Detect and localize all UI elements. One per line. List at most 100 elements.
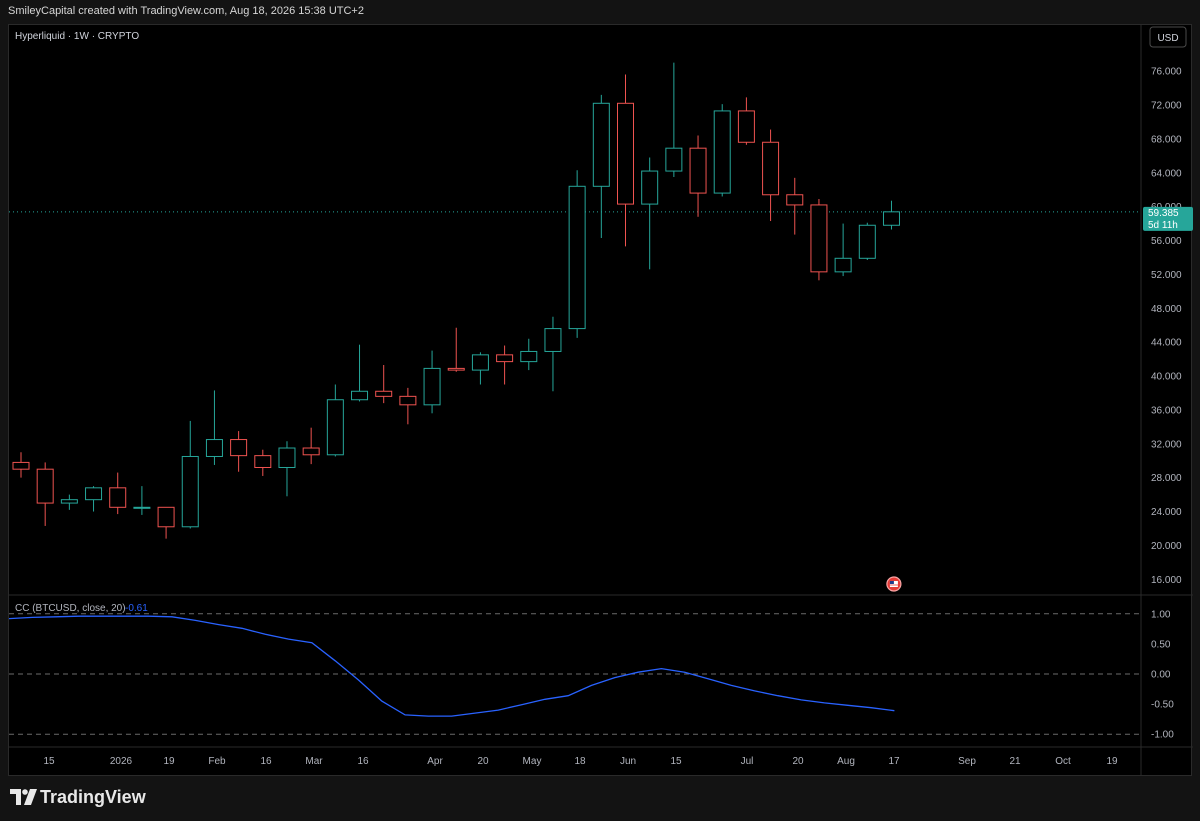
time-tick-label: 15 (43, 756, 55, 767)
price-tick-label: 68.000 (1151, 134, 1182, 145)
candle-body (181, 455, 199, 528)
time-tick-label: Jun (620, 756, 636, 767)
candle-body (834, 257, 852, 273)
candle-body (689, 147, 707, 194)
time-tick-label: Jul (741, 756, 754, 767)
tradingview-logo-text: TradingView (40, 787, 146, 807)
candle-body (60, 499, 78, 504)
candle-body (665, 147, 683, 172)
time-tick-label: 16 (260, 756, 272, 767)
time-tick-label: 19 (1106, 756, 1118, 767)
candle-body (471, 354, 489, 371)
candle-body (205, 439, 223, 457)
time-tick-label: 2026 (110, 756, 133, 767)
indicator-tick-label: 0.50 (1151, 639, 1171, 650)
candle-series (12, 62, 900, 539)
candle-body (423, 367, 441, 406)
time-tick-label: 20 (477, 756, 489, 767)
price-tick-label: 20.000 (1151, 541, 1182, 552)
time-tick-label: 20 (792, 756, 804, 767)
chart-canvas[interactable]: 16.000 20.000 24.000 28.000 32.000 36.000 40.0… (8, 25, 1193, 777)
price-tick-label: 40.000 (1151, 372, 1182, 383)
indicator-tick-label: 1.00 (1151, 609, 1171, 620)
time-tick-label: 16 (357, 756, 369, 767)
price-tick-label: 76.000 (1151, 67, 1182, 78)
event-flag-icon[interactable] (886, 576, 902, 592)
time-tick-label: 19 (163, 756, 175, 767)
candle-body (544, 328, 562, 352)
candle-body (12, 461, 30, 470)
candle-body (713, 110, 731, 194)
candle-body (737, 110, 755, 143)
time-axis: 15 2026 19 Feb 16 Mar 16 Apr 20 May 18 Jun 15 Jul 20 Au… (43, 756, 1118, 767)
candle-body (278, 447, 296, 468)
candle-body (641, 170, 659, 205)
time-tick-label: 15 (670, 756, 682, 767)
currency-button-label[interactable]: USD (1157, 33, 1178, 44)
candle-body (399, 395, 417, 406)
candle-body (133, 506, 151, 509)
price-tick-label: 56.000 (1151, 236, 1182, 247)
price-tick-label: 48.000 (1151, 304, 1182, 315)
indicator-axis: 1.00 0.50 0.00 -0.50 -1.00 (1151, 609, 1174, 740)
indicator-tick-label: -1.00 (1151, 730, 1174, 741)
candle-body (254, 455, 272, 468)
price-tick-label: 36.000 (1151, 405, 1182, 416)
branding-bar: TradingView (0, 776, 1200, 821)
candle-body (882, 211, 900, 226)
candle-body (592, 102, 610, 187)
candle-body (351, 390, 369, 401)
symbol-label: Hyperliquid · 1W · CRYPTO (15, 31, 139, 42)
currency-button[interactable]: USD (1149, 26, 1187, 48)
tradingview-logo-icon (10, 789, 37, 805)
indicator-title: CC (BTCUSD, close, 20) (15, 603, 126, 614)
current-price-label: 59.385 (1148, 208, 1179, 219)
candle-body (762, 141, 780, 196)
attribution-text: SmileyCapital created with TradingView.c… (8, 5, 364, 17)
price-tick-label: 28.000 (1151, 473, 1182, 484)
candle-body (36, 468, 54, 504)
indicator-line (8, 615, 895, 717)
candle-body (375, 390, 393, 397)
countdown-label: 5d 11h (1148, 220, 1178, 231)
price-tick-label: 44.000 (1151, 338, 1182, 349)
candle-body (302, 447, 320, 456)
time-tick-label: 17 (888, 756, 900, 767)
price-tick-label: 32.000 (1151, 439, 1182, 450)
indicator-levels (9, 613, 1141, 735)
candle-body (157, 506, 175, 528)
candle-body (326, 399, 344, 456)
candle-body (786, 194, 804, 206)
time-tick-label: Feb (208, 756, 226, 767)
candle-body (520, 350, 538, 363)
time-tick-label: Apr (427, 756, 443, 767)
price-tick-label: 16.000 (1151, 575, 1182, 586)
candle-body (447, 367, 465, 371)
candle-body (85, 487, 103, 501)
chart-panel[interactable]: 16.000 20.000 24.000 28.000 32.000 36.000 40.0… (8, 24, 1193, 777)
indicator-tick-label: -0.50 (1151, 700, 1174, 711)
indicator-value: -0.61 (125, 603, 148, 614)
price-tick-label: 64.000 (1151, 168, 1182, 179)
indicator-tick-label: 0.00 (1151, 670, 1171, 681)
time-tick-label: Aug (837, 756, 855, 767)
candle-body (230, 439, 248, 457)
time-tick-label: Mar (305, 756, 323, 767)
candle-body (810, 204, 828, 273)
candle-body (109, 487, 127, 508)
price-axis: 16.000 20.000 24.000 28.000 32.000 36.000 40.0… (1151, 67, 1182, 586)
time-tick-label: Sep (958, 756, 976, 767)
candle-body (568, 185, 586, 330)
candle-body (858, 224, 876, 259)
time-tick-label: May (523, 756, 542, 767)
time-tick-label: 18 (574, 756, 586, 767)
price-badge: 60.000 59.385 5d 11h (1143, 202, 1193, 231)
price-tick-label: 52.000 (1151, 270, 1182, 281)
time-tick-label: 21 (1009, 756, 1021, 767)
price-tick-label: 24.000 (1151, 507, 1182, 518)
price-tick-label: 72.000 (1151, 100, 1182, 111)
time-tick-label: Oct (1055, 756, 1071, 767)
candle-body (496, 354, 514, 363)
candle-body (617, 102, 634, 205)
attribution-bar: SmileyCapital created with TradingView.c… (0, 0, 1200, 24)
